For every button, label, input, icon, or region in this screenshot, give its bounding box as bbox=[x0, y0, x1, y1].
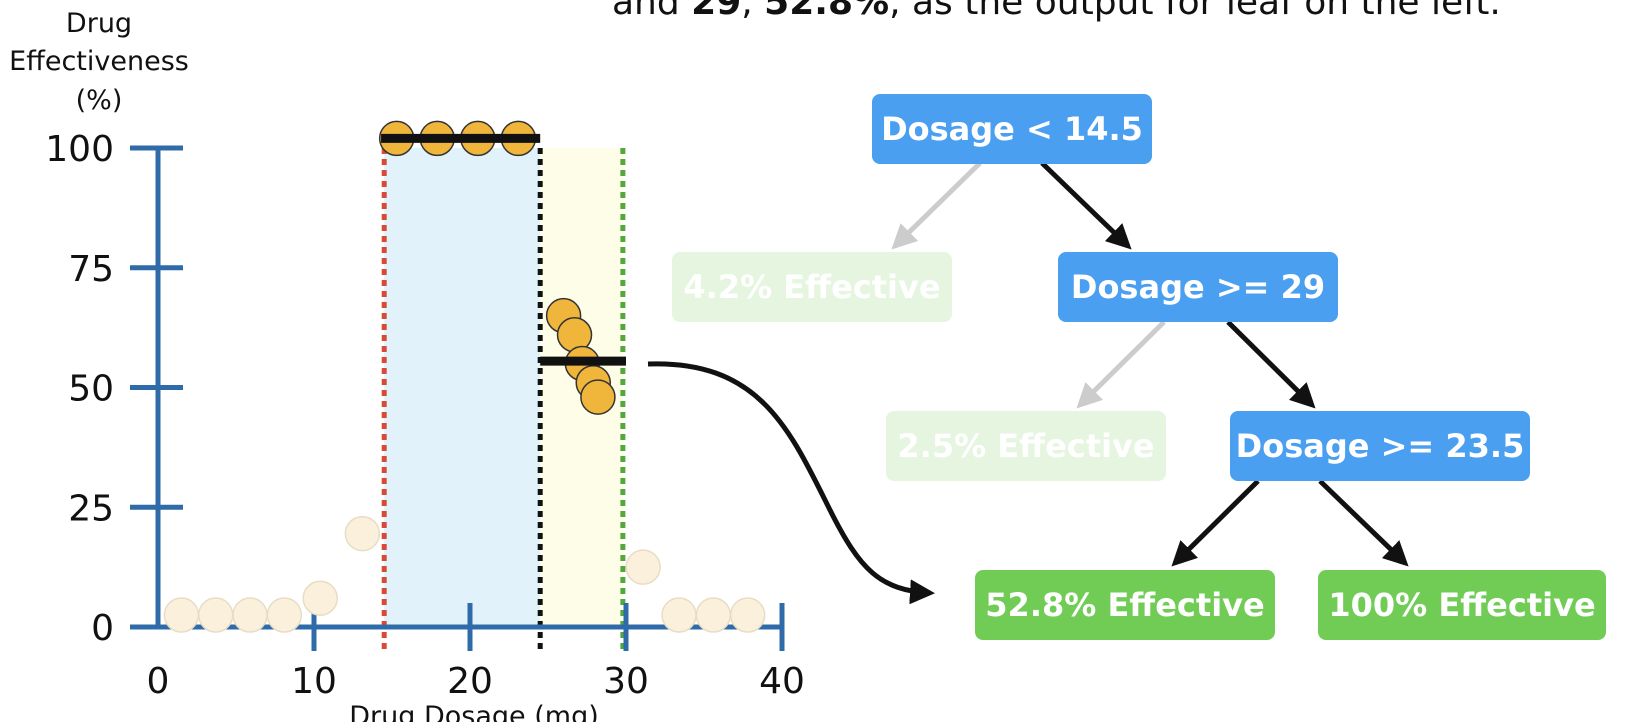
faded-point-9 bbox=[729, 597, 766, 633]
leaf-d-label: 100% Effective bbox=[1328, 586, 1595, 624]
shaded-region-0 bbox=[384, 148, 541, 627]
chart-axes: 0 25 50 75 100 0 10 20 30 40 bbox=[45, 129, 805, 702]
y-tick-label-1: 25 bbox=[68, 488, 114, 529]
leaf-a: 4.2% Effective bbox=[672, 252, 952, 322]
faded-point-8 bbox=[695, 597, 732, 633]
y-tick-label-2: 50 bbox=[68, 369, 114, 410]
faded-point-4 bbox=[302, 580, 338, 617]
edge-node-29-to-leaf-b bbox=[1076, 320, 1166, 409]
node-29-label: Dosage >= 29 bbox=[1071, 268, 1325, 306]
faded-point-3 bbox=[266, 597, 303, 633]
y-tick-label-4: 100 bbox=[45, 129, 114, 170]
leaf-c: 52.8% Effective bbox=[975, 570, 1275, 640]
node-root: Dosage < 14.5 bbox=[872, 94, 1152, 164]
x-tick-label-1: 10 bbox=[291, 661, 337, 702]
faded-point-5 bbox=[344, 515, 381, 552]
leaf-c-label: 52.8% Effective bbox=[985, 586, 1264, 624]
y-axis-title: Drug Effectiveness (%) bbox=[9, 8, 189, 116]
node-235: Dosage >= 23.5 bbox=[1230, 411, 1530, 481]
leaf-d: 100% Effective bbox=[1318, 570, 1606, 640]
x-tick-label-4: 40 bbox=[759, 661, 805, 702]
y-tick-label-0: 0 bbox=[91, 608, 114, 649]
edge-root-to-node-29 bbox=[1040, 161, 1132, 250]
curved-arrow bbox=[647, 361, 935, 605]
y-axis-title-line-1: Drug bbox=[66, 8, 132, 39]
node-29: Dosage >= 29 bbox=[1058, 252, 1338, 322]
faded-point-0 bbox=[163, 597, 200, 633]
mean-lines bbox=[381, 133, 626, 366]
x-tick-label-3: 30 bbox=[603, 661, 649, 702]
edge-node-235-to-leaf-d bbox=[1318, 479, 1409, 567]
faded-point-1 bbox=[197, 597, 234, 633]
x-axis-title: Drug Dosage (mg) bbox=[349, 701, 599, 722]
faded-point-7 bbox=[661, 597, 697, 633]
data-point-8 bbox=[580, 379, 616, 415]
y-axis-title-line-3: (%) bbox=[76, 85, 123, 116]
x-tick-label-0: 0 bbox=[147, 661, 170, 702]
node-235-label: Dosage >= 23.5 bbox=[1236, 427, 1525, 465]
leaf-a-label: 4.2% Effective bbox=[683, 268, 940, 306]
edge-node-235-to-leaf-c bbox=[1171, 479, 1260, 567]
tree-edges bbox=[891, 161, 1409, 567]
caption-text: and 29, 52.8%, as the output for leaf on… bbox=[612, 0, 1501, 23]
edge-root-to-leaf-a bbox=[891, 161, 982, 250]
faded-points bbox=[163, 515, 766, 633]
leaf-b: 2.5% Effective bbox=[886, 411, 1166, 481]
x-tick-label-2: 20 bbox=[447, 661, 493, 702]
y-tick-label-3: 75 bbox=[68, 249, 114, 290]
node-root-label: Dosage < 14.5 bbox=[881, 110, 1143, 148]
faded-point-6 bbox=[625, 549, 661, 585]
edge-node-29-to-node-235 bbox=[1226, 320, 1316, 409]
tree-nodes: Dosage < 14.5 4.2% Effective Dosage >= 2… bbox=[672, 94, 1606, 640]
y-axis-title-line-2: Effectiveness bbox=[9, 46, 189, 77]
faded-point-2 bbox=[232, 597, 268, 633]
leaf-b-label: 2.5% Effective bbox=[897, 427, 1154, 465]
